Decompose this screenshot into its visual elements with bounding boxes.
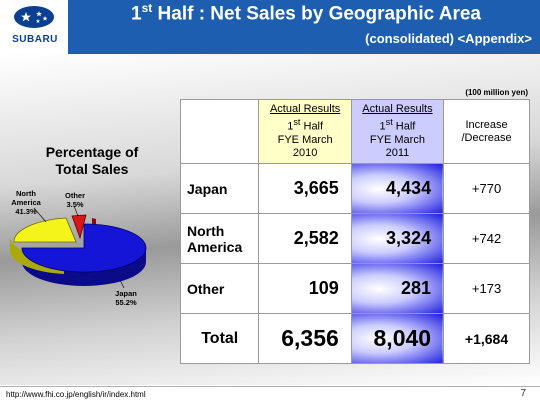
col-header-2010-half: Half [300,120,324,133]
logo-wordmark: SUBARU [12,34,58,45]
leader-line-japan [119,279,125,289]
value-2010-japan: 3,665 [258,163,352,214]
row-label-japan: Japan [179,163,260,214]
table-row: North America 2,582 3,324 +742 [179,213,530,264]
col-header-change: Increase /Decrease [443,99,530,164]
title-ordinal-suffix: st [141,1,153,15]
pie-slice-japan [21,223,147,273]
page-subtitle: (consolidated) <Appendix> [365,31,532,46]
pie-side-japan [22,248,146,286]
leader-line-north-america [33,207,47,223]
pleiades-emblem-icon [14,6,54,28]
table-corner [179,99,260,164]
col-header-2011-line3: FYE March [369,133,425,146]
col-header-2011-line4: 2011 [385,146,410,159]
pie-label-america: America [11,198,41,207]
change-north-america: +742 [443,213,530,264]
col-header-2011-line2: 1st Half [352,116,443,134]
pie-title: Percentage of Total Sales [22,144,162,178]
table-row: Other 109 281 +173 [179,263,530,314]
footer-url[interactable]: http://www.fhi.co.jp/english/ir/index.ht… [6,390,146,399]
value-2011-japan: 4,434 [350,163,445,214]
pie-chart: North America 41.3% Other 3.5% Japan 55.… [10,189,147,307]
value-2010-north-america: 2,582 [258,213,352,264]
table-row: Japan 3,665 4,434 +770 [179,163,530,214]
col-header-2010: Actual Results 1st Half FYE March 2010 [258,99,352,164]
change-total: +1,684 [443,313,530,364]
header-bar: SUBARU 1st Half : Net Sales by Geographi… [0,0,540,54]
footer-divider [0,386,540,387]
col-header-2011: Actual Results 1st Half FYE March 2011 [350,99,445,164]
title-text: Half : Net Sales by Geographic Area [152,3,481,25]
pie-label-other: Other [65,191,85,200]
row-label-north-america: North America [179,213,260,264]
col-header-2010-line4: 2010 [292,146,318,159]
col-header-change-line2: /Decrease [461,131,512,144]
col-header-2010-line2: 1st Half [259,116,350,134]
row-label-other: Other [179,263,260,314]
pie-label-japan: Japan [115,289,137,298]
value-2011-north-america: 3,324 [350,213,445,264]
col-header-change-line1: Increase [465,118,508,131]
col-header-2011-half: Half [392,120,416,133]
leader-line-other [73,205,79,217]
col-header-2011-suffix: st [385,117,393,128]
pie-slice-north-america [13,217,77,243]
pie-title-line1: Percentage of [45,144,139,160]
pie-label-japan-pct: 55.2% [115,298,137,307]
unit-label: (100 million yen) [465,88,528,97]
row-label-america: America [187,238,243,255]
page-title: 1st Half : Net Sales by Geographic Area [78,1,534,25]
table-header-row: Actual Results 1st Half FYE March 2010 A… [179,99,530,164]
row-label-total: Total [179,313,260,364]
value-2010-other: 109 [258,263,352,314]
col-header-2010-suffix: st [293,117,301,128]
col-header-2010-line3: FYE March [277,133,333,146]
subaru-logo: SUBARU [0,0,68,54]
pie-label-other-pct: 3.5% [66,200,83,209]
title-ordinal: 1 [131,3,142,25]
pie-slice-other [71,214,87,240]
col-header-2011-ordinal: 1 [379,120,386,133]
pie-label-north-america-pct: 41.3% [15,207,37,216]
pie-label-north: North [16,189,36,198]
change-other: +173 [443,263,530,314]
table-total-row: Total 6,356 8,040 +1,684 [179,313,530,364]
sales-table: Actual Results 1st Half FYE March 2010 A… [179,99,530,364]
pie-title-line2: Total Sales [55,161,129,177]
value-2010-total: 6,356 [258,313,352,364]
value-2011-total: 8,040 [350,313,445,364]
page-number: 7 [520,388,526,399]
change-japan: +770 [443,163,530,214]
col-header-2010-ordinal: 1 [287,120,294,133]
col-header-2010-line1: Actual Results [269,103,341,116]
value-2011-other: 281 [350,263,445,314]
row-label-north: North [187,222,225,239]
col-header-2011-line1: Actual Results [362,103,433,116]
